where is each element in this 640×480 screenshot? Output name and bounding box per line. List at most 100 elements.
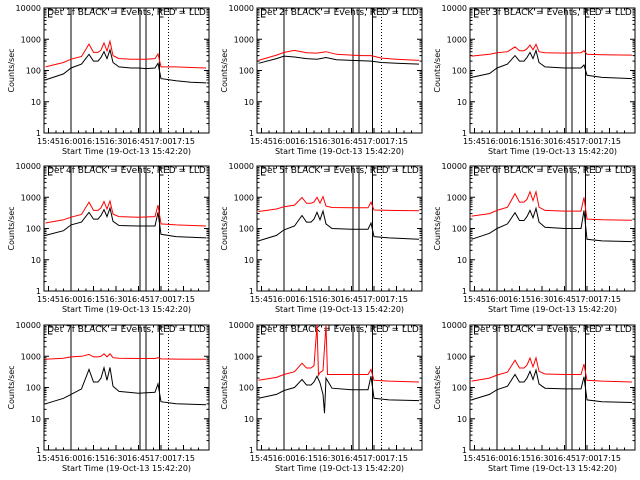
x-axis-label: Start Time (19-Oct-13 15:42:20): [488, 305, 617, 314]
bracket-marker: [159, 326, 164, 335]
plot-frame: [43, 7, 210, 134]
x-tick-label: 16:45: [127, 137, 150, 146]
y-tick-label: 1000: [234, 193, 254, 202]
x-axis-label: Start Time (19-Oct-13 15:42:20): [488, 147, 617, 156]
x-tick-label: 15:45: [463, 454, 486, 463]
y-axis-label: Counts/sec: [433, 365, 442, 409]
x-tick-label: 16:45: [340, 137, 363, 146]
y-tick-label: 10000: [16, 162, 41, 171]
x-tick-label: 15:45: [463, 295, 486, 304]
x-tick-label: 16:15: [82, 137, 105, 146]
y-tick-label: 100: [452, 384, 467, 393]
panel-7: Det 7f BLACK = Events, RED = LLD 1 10 100 10…: [7, 321, 210, 473]
x-tick-label: 17:00: [149, 295, 172, 304]
x-tick-label: 17:00: [575, 295, 598, 304]
plot-frame: [469, 165, 636, 292]
bracket-marker: [474, 9, 479, 18]
lld-series-line: [45, 353, 207, 360]
x-tick-label: 16:45: [553, 295, 576, 304]
y-axis-label: Counts/sec: [433, 48, 442, 92]
plot-frame: [43, 165, 210, 292]
bracket-marker: [474, 167, 479, 176]
x-tick-label: 17:15: [598, 295, 621, 304]
bracket-marker: [372, 9, 377, 18]
plot-frame: [256, 324, 423, 451]
x-tick-label: 15:45: [37, 295, 60, 304]
x-tick-label: 16:00: [272, 137, 295, 146]
x-tick-label: 16:30: [317, 295, 340, 304]
x-tick-label: 17:00: [575, 137, 598, 146]
y-axis-label: Counts/sec: [7, 48, 16, 92]
y-tick-label: 100: [239, 384, 254, 393]
x-tick-label: 15:45: [463, 137, 486, 146]
y-tick-label: 1: [249, 287, 254, 296]
x-tick-label: 16:00: [59, 295, 82, 304]
y-tick-label: 10: [244, 415, 254, 424]
x-tick-label: 17:00: [362, 295, 385, 304]
bracket-marker: [372, 167, 377, 176]
x-tick-label: 16:15: [82, 454, 105, 463]
y-tick-label: 100: [452, 67, 467, 76]
lld-series-line: [45, 199, 207, 227]
y-tick-label: 1: [36, 287, 41, 296]
x-tick-label: 16:15: [508, 137, 531, 146]
events-series-line: [45, 47, 207, 84]
x-tick-label: 16:00: [485, 137, 508, 146]
x-tick-label: 16:30: [104, 454, 127, 463]
x-tick-label: 16:15: [82, 295, 105, 304]
y-tick-label: 10000: [442, 321, 467, 330]
x-tick-label: 16:30: [530, 295, 553, 304]
bracket-marker: [159, 167, 164, 176]
y-tick-label: 1000: [447, 193, 467, 202]
y-tick-label: 100: [239, 67, 254, 76]
lld-series-line: [258, 324, 420, 383]
lld-series-line: [45, 39, 207, 69]
bracket-marker: [261, 167, 266, 176]
bracket-marker: [159, 9, 164, 18]
y-tick-label: 10: [457, 98, 467, 107]
x-tick-label: 16:30: [317, 137, 340, 146]
bracket-marker: [261, 326, 266, 335]
lld-series-line: [258, 49, 420, 61]
x-tick-label: 17:15: [385, 137, 408, 146]
y-tick-label: 10: [31, 98, 41, 107]
y-tick-label: 1: [462, 287, 467, 296]
x-axis-label: Start Time (19-Oct-13 15:42:20): [275, 305, 404, 314]
panel-9: Det 9f BLACK = Events, RED = LLD 1 10 100 10…: [433, 321, 636, 473]
x-tick-label: 16:30: [104, 137, 127, 146]
plot-frame: [256, 7, 423, 134]
y-tick-label: 100: [26, 384, 41, 393]
bracket-marker: [474, 326, 479, 335]
y-tick-label: 10: [31, 256, 41, 265]
x-tick-label: 17:15: [172, 454, 195, 463]
panel-title: Det 9f BLACK = Events, RED = LLD: [473, 325, 632, 335]
x-axis-label: Start Time (19-Oct-13 15:42:20): [275, 147, 404, 156]
x-tick-label: 16:00: [59, 454, 82, 463]
events-series-line: [258, 55, 420, 65]
x-tick-label: 16:15: [295, 295, 318, 304]
y-tick-label: 10: [457, 256, 467, 265]
bracket-marker: [261, 9, 266, 18]
events-series-line: [471, 368, 633, 403]
y-tick-label: 1: [36, 129, 41, 138]
bracket-marker: [585, 326, 590, 335]
events-series-line: [258, 375, 420, 414]
x-tick-label: 16:45: [340, 454, 363, 463]
x-tick-label: 16:00: [59, 137, 82, 146]
x-tick-label: 16:00: [272, 295, 295, 304]
bracket-marker: [585, 167, 590, 176]
bracket-marker: [585, 9, 590, 18]
x-tick-label: 16:45: [127, 454, 150, 463]
x-tick-label: 16:15: [295, 137, 318, 146]
panel-4: Det 4f BLACK = Events, RED = LLD 1 10 100 10…: [7, 162, 210, 314]
events-series-line: [471, 48, 633, 80]
y-tick-label: 10000: [229, 4, 254, 13]
panel-2: Det 2f BLACK = Events, RED = LLD 1 10 100 10…: [220, 4, 423, 156]
x-tick-label: 15:45: [37, 454, 60, 463]
events-series-line: [471, 206, 633, 243]
y-tick-label: 1: [249, 446, 254, 455]
y-axis-label: Counts/sec: [220, 206, 229, 250]
y-axis-label: Counts/sec: [7, 365, 16, 409]
y-tick-label: 100: [26, 67, 41, 76]
